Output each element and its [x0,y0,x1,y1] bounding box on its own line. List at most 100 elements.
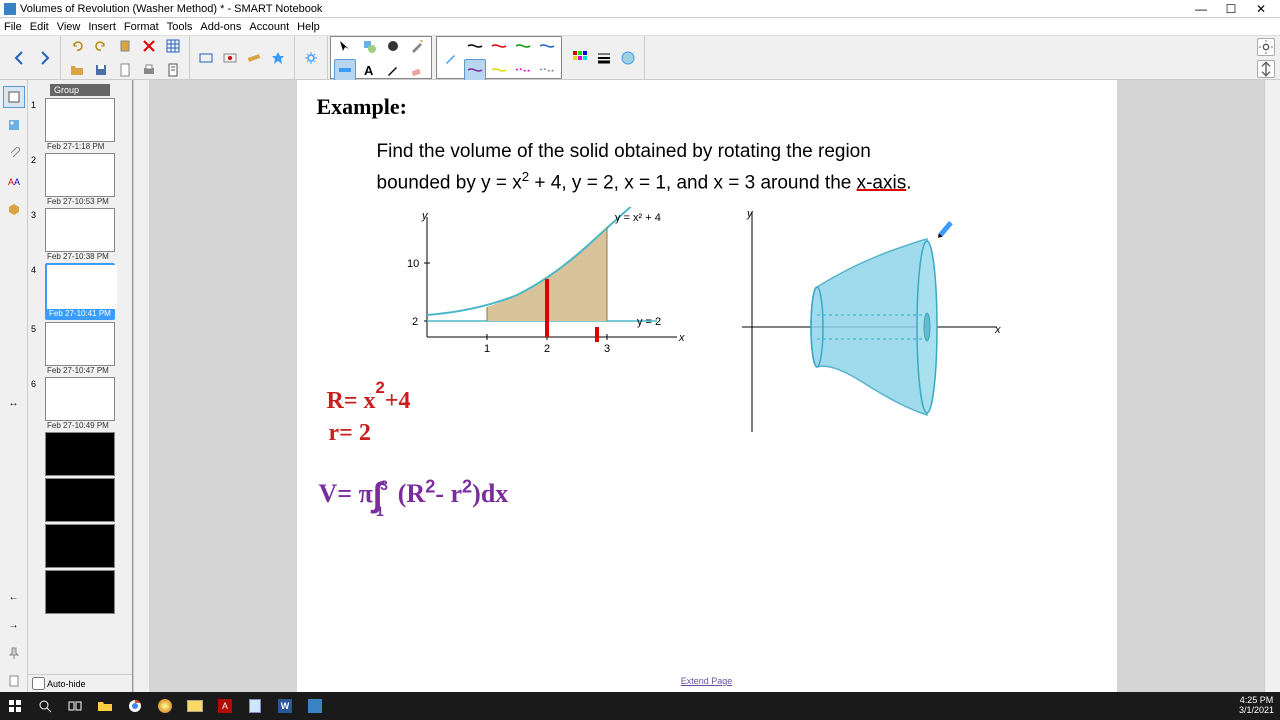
properties-tab[interactable]: AA [3,170,25,192]
graph-region: y x 2 10 1 2 3 y = 2 [387,207,687,367]
titlebar: Volumes of Revolution (Washer Method) * … [0,0,1280,18]
black-stroke[interactable] [464,35,486,57]
table-button[interactable] [162,35,184,57]
menu-format[interactable]: Format [124,21,159,33]
scrollbar-right[interactable] [1264,80,1280,692]
scrollbar-left[interactable] [133,80,149,692]
page-sorter-tab[interactable] [3,86,25,108]
settings-gear-button[interactable] [1257,38,1275,56]
thumbnail[interactable]: 3Feb 27-10:38 PM [45,208,115,261]
svg-text:y: y [746,208,754,220]
ruler-tool[interactable] [334,59,356,81]
thumbnail[interactable] [45,524,115,568]
delete-button[interactable] [138,35,160,57]
handwriting-V: V= π∫31(R2- r2)dx [319,472,509,511]
blue-stroke[interactable] [536,35,558,57]
line-style-button[interactable] [593,47,615,69]
menu-file[interactable]: File [4,21,22,33]
svg-text:y: y [421,210,429,222]
attachments-tab[interactable] [3,142,25,164]
gear-button[interactable] [300,47,322,69]
thumbnail[interactable]: 5Feb 27-10:47 PM [45,322,115,375]
redo-button[interactable] [90,35,112,57]
save-button[interactable] [90,59,112,81]
pin-icon[interactable] [3,642,25,664]
menu-addons[interactable]: Add-ons [200,21,241,33]
close-button[interactable]: ✕ [1246,2,1276,16]
thumbnail[interactable]: 4Feb 27-10:41 PM [45,263,115,320]
move-right-icon[interactable]: → [3,614,25,636]
app-icon [4,3,16,15]
chrome-icon[interactable] [120,692,150,720]
heading: Example: [317,94,1097,120]
document-button[interactable] [162,59,184,81]
measurement-button[interactable] [243,47,265,69]
menu-edit[interactable]: Edit [30,21,49,33]
acrobat-icon[interactable]: A [210,692,240,720]
gallery-tab[interactable] [3,114,25,136]
menu-insert[interactable]: Insert [88,21,116,33]
purple-stroke[interactable] [464,59,486,81]
thumbnail[interactable] [45,432,115,476]
green-stroke[interactable] [512,35,534,57]
screen-capture-button[interactable] [195,47,217,69]
select-tool[interactable] [334,35,356,57]
color-grid-button[interactable] [569,47,591,69]
thumbnails-list[interactable]: Group 1Feb 27-1:18 PM2Feb 27-10:53 PM3Fe… [28,80,132,674]
minimize-button[interactable]: — [1186,2,1216,16]
print-button[interactable] [138,59,160,81]
pen-tool[interactable] [382,59,404,81]
magenta-dash[interactable] [512,59,534,81]
paste-button[interactable] [114,35,136,57]
canvas[interactable]: Example: Find the volume of the solid ob… [133,80,1280,692]
thumbnail[interactable] [45,570,115,614]
menu-tools[interactable]: Tools [167,21,193,33]
fill-tool[interactable] [382,35,404,57]
magic-pen-tool[interactable] [406,35,428,57]
smart-icon[interactable] [300,692,330,720]
collapse-horiz-icon[interactable]: ↔ [3,392,25,414]
page-recording-button[interactable] [219,47,241,69]
thumbnail[interactable]: 6Feb 27-10:49 PM [45,377,115,430]
next-page-button[interactable] [33,47,55,69]
thumbnail[interactable]: 2Feb 27-10:53 PM [45,153,115,206]
tray-clock[interactable]: 4:25 PM 3/1/2021 [1239,696,1280,716]
menu-view[interactable]: View [57,21,81,33]
word-icon[interactable]: W [270,692,300,720]
yellow-stroke[interactable] [488,59,510,81]
search-button[interactable] [30,692,60,720]
app-icon-1[interactable] [150,692,180,720]
menu-help[interactable]: Help [297,21,320,33]
globe-button[interactable] [617,47,639,69]
thumbnail[interactable]: 1Feb 27-1:18 PM [45,98,115,151]
blank-page-icon[interactable] [3,670,25,692]
gray-dash[interactable] [536,59,558,81]
new-page-button[interactable] [114,59,136,81]
task-view-button[interactable] [60,692,90,720]
menu-account[interactable]: Account [249,21,289,33]
svg-text:10: 10 [407,258,419,270]
extend-page-link[interactable]: Extend Page [681,676,733,686]
main-area: AA ↔ ← → Group 1Feb 27-1:18 PM2Feb 27-10… [0,80,1280,692]
prev-page-button[interactable] [9,47,31,69]
pen-picker[interactable] [440,47,462,69]
svg-text:x: x [994,324,1001,336]
thumbnail[interactable] [45,478,115,522]
activity-button[interactable] [267,47,289,69]
maximize-button[interactable]: ☐ [1216,2,1246,16]
page: Example: Find the volume of the solid ob… [297,80,1117,692]
move-left-icon[interactable]: ← [3,586,25,608]
shape-tool[interactable] [358,35,380,57]
start-button[interactable] [0,692,30,720]
addons-tab[interactable] [3,198,25,220]
autohide-checkbox[interactable]: Auto-hide [28,674,132,692]
explorer-icon[interactable] [90,692,120,720]
expand-button[interactable] [1257,60,1275,78]
open-button[interactable] [66,59,88,81]
undo-button[interactable] [66,35,88,57]
app-icon-2[interactable] [180,692,210,720]
red-stroke[interactable] [488,35,510,57]
notepad-icon[interactable] [240,692,270,720]
eraser-tool[interactable] [406,59,428,81]
text-tool[interactable]: A [358,59,380,81]
